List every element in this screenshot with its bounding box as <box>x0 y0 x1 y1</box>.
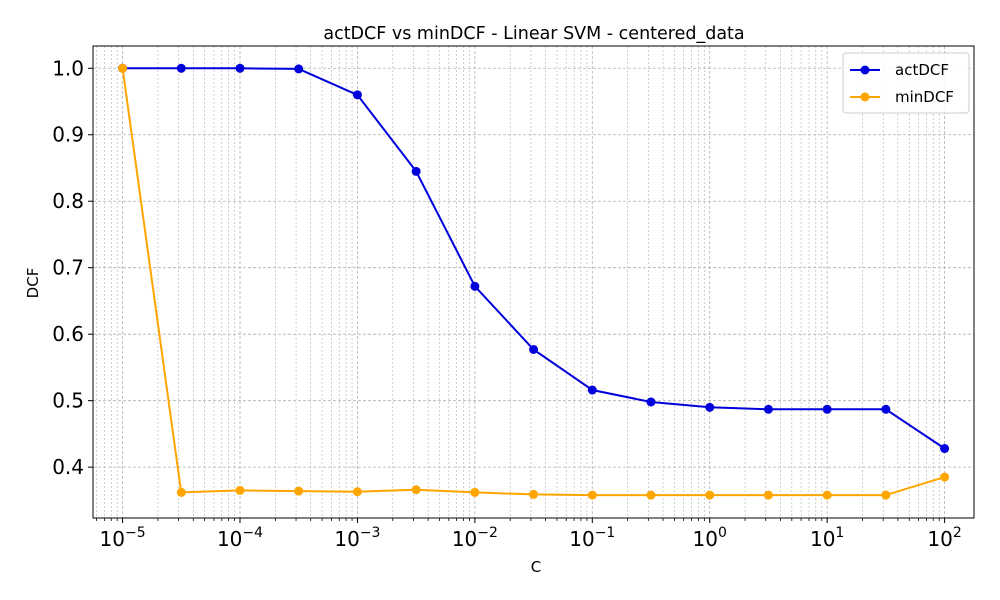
data-point-actdcf <box>294 64 304 74</box>
data-point-mindcf <box>118 63 128 73</box>
data-point-actdcf <box>587 385 597 395</box>
chart-title: actDCF vs minDCF - Linear SVM - centered… <box>323 24 744 44</box>
data-point-mindcf <box>587 490 597 500</box>
data-point-mindcf <box>294 486 304 496</box>
data-point-actdcf <box>940 444 950 454</box>
y-tick-label: 0.9 <box>52 123 84 147</box>
y-tick-label: 1.0 <box>52 56 84 80</box>
data-point-mindcf <box>235 485 245 495</box>
data-point-actdcf <box>881 404 891 414</box>
x-axis: 10−5 10−4 10−3 10−2 10−1 100 101 102 <box>96 518 962 551</box>
y-axis-label: DCF <box>24 268 42 299</box>
y-tick-label: 0.5 <box>52 389 84 413</box>
data-point-actdcf <box>646 397 656 407</box>
data-point-mindcf <box>763 490 773 500</box>
x-tick-label: 10−1 <box>569 525 615 551</box>
series-layer <box>118 63 950 500</box>
y-axis: 0.4 0.5 0.6 0.7 0.8 0.9 1.0 <box>52 56 93 479</box>
data-point-mindcf <box>352 487 362 497</box>
plot-frame <box>92 45 975 519</box>
data-point-mindcf <box>529 489 539 499</box>
x-tick-label: 10−2 <box>452 525 498 551</box>
data-point-mindcf <box>176 487 186 497</box>
grid <box>93 46 974 518</box>
legend: actDCF minDCF <box>842 52 970 114</box>
legend-label-actdcf: actDCF <box>895 61 949 79</box>
legend-label-mindcf: minDCF <box>895 88 954 106</box>
y-tick-label: 0.6 <box>52 322 84 346</box>
data-point-actdcf <box>822 404 832 414</box>
data-point-actdcf <box>470 281 480 291</box>
data-point-mindcf <box>411 485 421 495</box>
y-tick-label: 0.7 <box>52 256 84 280</box>
x-tick-label: 100 <box>693 525 727 551</box>
data-point-actdcf <box>529 344 539 354</box>
x-tick-label: 10−3 <box>334 525 380 551</box>
data-point-actdcf <box>411 166 421 176</box>
x-tick-label: 10−4 <box>217 525 263 551</box>
data-point-mindcf <box>881 490 891 500</box>
data-point-mindcf <box>705 490 715 500</box>
x-tick-label: 10−5 <box>100 525 146 551</box>
data-point-mindcf <box>822 490 832 500</box>
data-point-mindcf <box>470 487 480 497</box>
data-point-actdcf <box>176 63 186 73</box>
data-point-mindcf <box>646 490 656 500</box>
legend-marker-actdcf <box>860 65 870 75</box>
data-point-actdcf <box>763 404 773 414</box>
data-point-actdcf <box>235 63 245 73</box>
x-axis-label: C <box>531 558 541 576</box>
y-tick-label: 0.4 <box>52 455 84 479</box>
data-point-actdcf <box>352 90 362 100</box>
y-tick-label: 0.8 <box>52 189 84 213</box>
x-tick-label: 101 <box>810 525 844 551</box>
legend-marker-mindcf <box>860 92 870 102</box>
x-tick-label: 102 <box>927 525 961 551</box>
data-point-actdcf <box>705 402 715 412</box>
data-point-mindcf <box>940 472 950 482</box>
